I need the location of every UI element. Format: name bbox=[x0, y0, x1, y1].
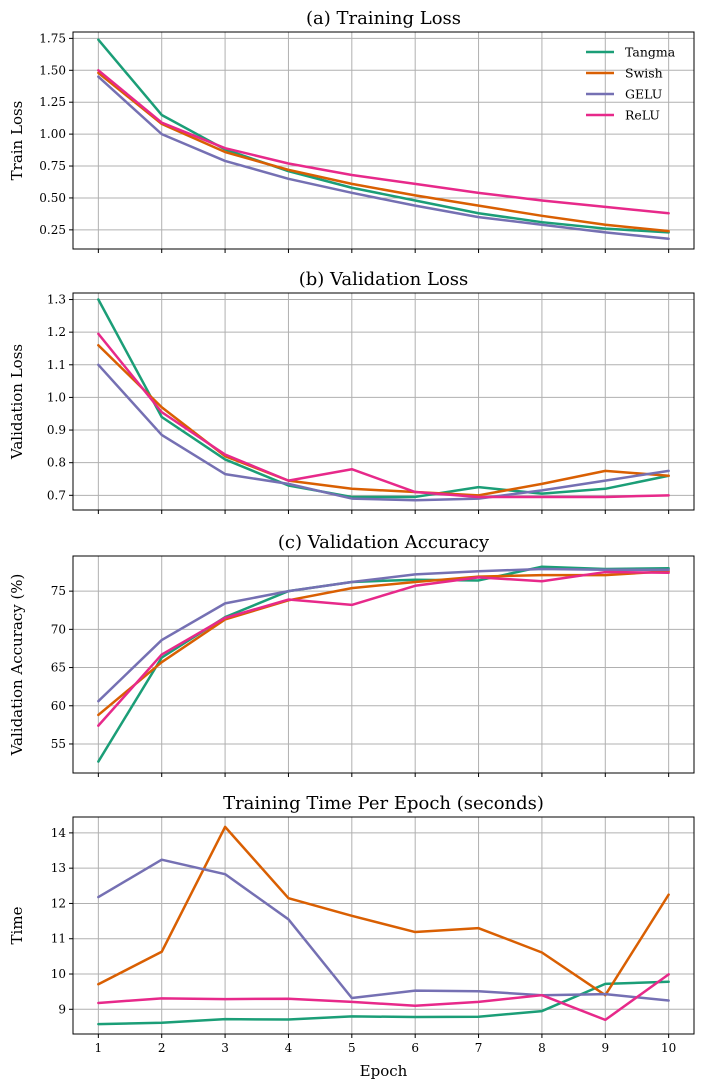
y-tick-label: 65 bbox=[51, 661, 66, 675]
series-line-swish bbox=[97, 343, 670, 497]
y-tick-label: 0.50 bbox=[39, 191, 66, 205]
legend-label-gelu: GELU bbox=[625, 87, 662, 102]
y-tick-label: 9 bbox=[58, 1002, 66, 1016]
legend-label-swish: Swish bbox=[625, 66, 663, 81]
y-tick-label: 60 bbox=[51, 699, 66, 713]
series-line-relu bbox=[97, 332, 670, 499]
series-line-relu bbox=[97, 570, 670, 727]
x-tick-label: 10 bbox=[661, 1041, 676, 1055]
y-axis-label: Time bbox=[8, 906, 26, 944]
y-tick-label: 12 bbox=[51, 896, 66, 910]
x-tick-label: 8 bbox=[538, 1041, 546, 1055]
chart-panel-3: 55 60 65 70 75 (c) Validation Accuracy Validat… bbox=[8, 532, 695, 777]
series-line-gelu bbox=[97, 858, 670, 1002]
y-tick-label: 11 bbox=[51, 932, 66, 946]
y-tick-label: 1.50 bbox=[39, 63, 66, 77]
y-tick-label: 1.75 bbox=[39, 31, 66, 45]
chart-title: Training Time Per Epoch (seconds) bbox=[223, 793, 544, 814]
x-tick-label: 6 bbox=[411, 1041, 419, 1055]
plot-frame bbox=[72, 292, 695, 511]
chart-panel-2: 0.7 0.8 0.9 1.0 1.1 1.2 1.3 (b) Validation Loss… bbox=[8, 269, 695, 514]
y-tick-label: 1.00 bbox=[39, 127, 66, 141]
x-axis-label: Epoch bbox=[360, 1062, 408, 1080]
series-line-relu bbox=[97, 973, 670, 1022]
chart-title: (c) Validation Accuracy bbox=[278, 532, 490, 553]
y-tick-label: 75 bbox=[51, 584, 66, 598]
y-tick-label: 1.0 bbox=[47, 390, 66, 404]
legend-label-relu: ReLU bbox=[625, 108, 660, 123]
series-line-gelu bbox=[97, 567, 670, 703]
series-line-swish bbox=[97, 825, 670, 997]
series-line-swish bbox=[97, 570, 670, 717]
y-tick-label: 13 bbox=[51, 861, 66, 875]
plot-frame bbox=[72, 816, 695, 1035]
x-tick-label: 7 bbox=[475, 1041, 483, 1055]
series-line-tangma bbox=[97, 38, 670, 234]
y-tick-label: 1.2 bbox=[47, 325, 66, 339]
grid-lines bbox=[73, 556, 694, 773]
y-tick-label: 0.7 bbox=[47, 488, 66, 502]
series-line-tangma bbox=[97, 980, 670, 1026]
x-tick-label: 4 bbox=[285, 1041, 293, 1055]
chart-title: (b) Validation Loss bbox=[299, 269, 469, 290]
series-line-gelu bbox=[97, 363, 670, 502]
y-axis-label: Validation Accuracy (%) bbox=[8, 574, 26, 757]
x-tick-label: 1 bbox=[95, 1041, 103, 1055]
y-tick-label: 14 bbox=[51, 826, 67, 840]
x-tick-label: 2 bbox=[158, 1041, 166, 1055]
grid-lines bbox=[73, 293, 694, 510]
x-tick-label: 5 bbox=[348, 1041, 356, 1055]
y-tick-label: 1.1 bbox=[47, 358, 66, 372]
y-tick-label: 70 bbox=[51, 622, 66, 636]
legend: Tangma Swish GELU ReLU bbox=[586, 45, 676, 123]
series-line-swish bbox=[97, 71, 670, 233]
plot-frame bbox=[72, 31, 695, 250]
grid-lines bbox=[73, 32, 694, 249]
y-tick-label: 0.75 bbox=[39, 159, 66, 173]
y-tick-label: 10 bbox=[51, 967, 66, 981]
plot-frame bbox=[72, 555, 695, 774]
y-axis-label: Train Loss bbox=[8, 101, 26, 181]
y-axis-label: Validation Loss bbox=[8, 344, 26, 460]
series-line-gelu bbox=[97, 75, 670, 241]
grid-lines bbox=[73, 817, 694, 1034]
chart-panel-1: 0.25 0.50 0.75 1.00 1.25 1.50 1.75 (a) Training… bbox=[8, 8, 695, 253]
series-line-relu bbox=[97, 69, 670, 215]
y-tick-label: 1.3 bbox=[47, 293, 66, 307]
y-tick-label: 0.8 bbox=[47, 456, 66, 470]
y-tick-label: 1.25 bbox=[39, 95, 66, 109]
x-tick-label: 3 bbox=[221, 1041, 229, 1055]
x-tick-label: 9 bbox=[601, 1041, 609, 1055]
y-tick-label: 0.25 bbox=[39, 223, 66, 237]
chart-title: (a) Training Loss bbox=[306, 8, 461, 29]
series-line-tangma bbox=[97, 298, 670, 499]
legend-label-tangma: Tangma bbox=[625, 45, 676, 60]
y-tick-label: 0.9 bbox=[47, 423, 66, 437]
y-tick-label: 55 bbox=[51, 737, 66, 751]
